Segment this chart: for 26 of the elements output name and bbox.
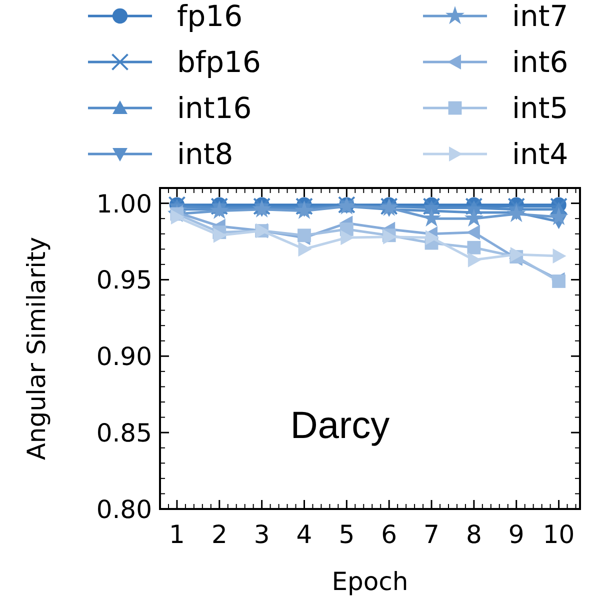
x-tick-label: 9 [508, 520, 524, 549]
x-tick-label: 10 [542, 520, 575, 549]
legend-label: int5 [512, 91, 568, 125]
x-tick-label: 8 [466, 520, 482, 549]
x-tick-label: 7 [424, 520, 440, 549]
y-axis-title: Angular Similarity [22, 236, 51, 460]
legend-label: bfp16 [177, 45, 261, 79]
y-tick-label: 0.80 [96, 495, 152, 524]
legend-label: int7 [512, 0, 568, 33]
y-tick-label: 0.85 [96, 418, 152, 448]
x-tick-label: 6 [381, 520, 398, 549]
y-tick-label: 1.00 [96, 189, 152, 218]
legend-label: fp16 [177, 0, 243, 33]
x-axis-title: Epoch [332, 567, 408, 596]
y-tick-label: 0.95 [96, 266, 152, 295]
y-tick-label: 0.90 [96, 342, 152, 372]
x-tick-label: 2 [211, 520, 228, 549]
x-tick-label: 1 [169, 520, 185, 549]
legend-label: int8 [177, 137, 234, 171]
x-tick-label: 4 [296, 520, 312, 549]
legend-label: int4 [512, 137, 568, 171]
annotation: Darcy [290, 405, 390, 447]
x-tick-label: 5 [338, 520, 355, 549]
legend-label: int6 [512, 45, 568, 79]
legend-label: int16 [177, 91, 252, 125]
x-tick-label: 3 [254, 520, 270, 549]
